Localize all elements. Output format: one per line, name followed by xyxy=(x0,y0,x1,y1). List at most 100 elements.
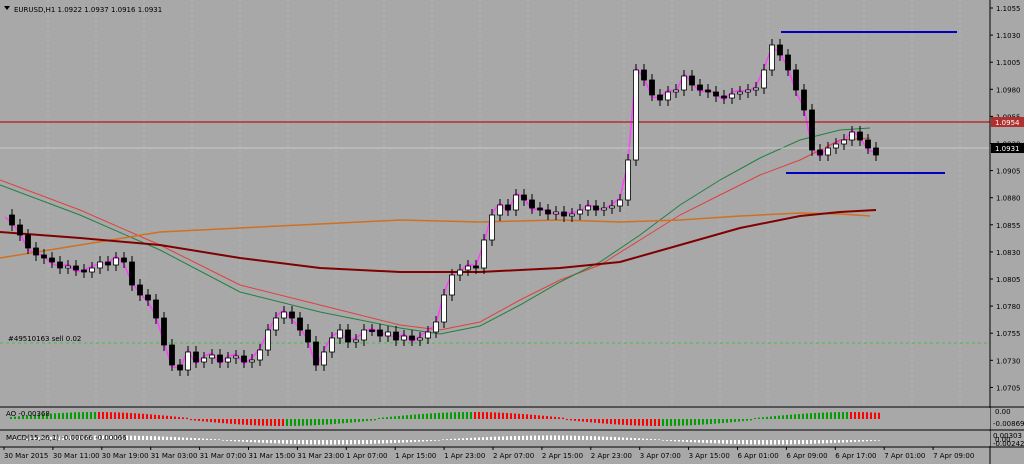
macd-bar xyxy=(562,435,564,440)
macd-bar xyxy=(30,437,32,440)
macd-bar xyxy=(274,440,276,444)
macd-bar xyxy=(778,440,780,445)
macd-bar xyxy=(94,435,96,440)
ao-bar xyxy=(210,419,212,423)
ao-bar xyxy=(482,412,484,419)
ao-bar xyxy=(62,412,64,419)
ao-bar xyxy=(862,412,864,419)
time-tick-label: 30 Mar 19:00 xyxy=(102,452,149,460)
candle-body xyxy=(121,257,127,263)
macd-bar xyxy=(402,440,404,443)
candle-body xyxy=(313,341,319,366)
candle-body xyxy=(217,354,223,363)
candle-body xyxy=(209,354,215,359)
macd-bar xyxy=(530,435,532,440)
ao-scale-top: 0.00 xyxy=(995,408,1011,416)
macd-bar xyxy=(426,440,428,442)
current-price-text: 1.0931 xyxy=(995,145,1020,153)
candle-body xyxy=(33,247,39,256)
candle-body xyxy=(353,339,359,343)
macd-bar xyxy=(770,440,772,445)
ao-bar xyxy=(654,419,656,426)
candle-body xyxy=(321,351,327,366)
ao-bar xyxy=(850,412,852,419)
candle-body xyxy=(617,199,623,207)
macd-bar xyxy=(210,438,212,440)
ao-bar xyxy=(106,412,108,419)
candle-body xyxy=(193,351,199,363)
ao-bar xyxy=(658,419,660,426)
ao-bar xyxy=(398,415,400,419)
candle-body xyxy=(865,139,871,149)
macd-bar xyxy=(862,440,864,442)
candle-body xyxy=(481,239,487,269)
candle-body xyxy=(609,205,615,209)
ao-bar xyxy=(274,419,276,426)
ao-bar xyxy=(866,412,868,419)
ao-bar xyxy=(250,419,252,426)
ao-bar xyxy=(102,412,104,419)
price-plot-area[interactable] xyxy=(0,0,990,406)
ao-bar xyxy=(74,412,76,419)
candle-body xyxy=(169,344,175,366)
ao-bar xyxy=(502,412,504,419)
candle-body xyxy=(281,311,287,319)
macd-bar xyxy=(554,435,556,440)
candle-body xyxy=(377,329,383,337)
macd-bar xyxy=(506,436,508,440)
macd-bar xyxy=(838,440,840,443)
time-tick-label: 7 Apr 09:00 xyxy=(933,452,974,460)
macd-bar xyxy=(462,438,464,440)
macd-scale-bottom: -0.00242 xyxy=(993,440,1024,448)
macd-bar xyxy=(578,435,580,440)
ao-bar xyxy=(738,419,740,422)
ao-bar xyxy=(450,412,452,419)
macd-bar xyxy=(438,440,440,441)
ao-bar xyxy=(526,414,528,419)
green-ma-line xyxy=(0,127,871,335)
candle-body xyxy=(529,199,535,209)
macd-bar xyxy=(114,435,116,440)
price-axis[interactable] xyxy=(990,0,1024,406)
ao-bar xyxy=(546,416,548,419)
time-tick-label: 6 Apr 09:00 xyxy=(786,452,827,460)
price-tick-label: 1.0705 xyxy=(996,384,1021,392)
candle-body xyxy=(305,329,311,343)
macd-bar xyxy=(826,440,828,444)
candle-body xyxy=(425,331,431,339)
macd-bar xyxy=(10,438,12,440)
macd-bar xyxy=(398,440,400,443)
ao-bar xyxy=(622,419,624,425)
ao-bar xyxy=(718,419,720,424)
macd-bar xyxy=(62,436,64,440)
macd-bar xyxy=(582,435,584,440)
candle-body xyxy=(577,209,583,215)
candle-body xyxy=(273,317,279,331)
macd-bar xyxy=(754,440,756,445)
macd-bar xyxy=(186,437,188,440)
order-label[interactable]: #49510163 sell 0.02 xyxy=(8,335,81,343)
ao-bar xyxy=(702,419,704,425)
macd-bar xyxy=(338,440,340,445)
ao-bar xyxy=(178,416,180,419)
candle-body xyxy=(385,331,391,337)
ao-bar xyxy=(754,417,756,419)
time-tick-label: 6 Apr 17:00 xyxy=(835,452,876,460)
ao-bar xyxy=(130,413,132,419)
macd-bar xyxy=(410,440,412,443)
candle-body xyxy=(545,209,551,215)
ao-bar xyxy=(218,419,220,423)
ao-scale-bottom: -0.00869 xyxy=(993,420,1024,428)
ao-bar xyxy=(238,419,240,425)
ao-bar xyxy=(234,419,236,425)
ao-bar xyxy=(438,412,440,419)
macd-bar xyxy=(854,440,856,442)
macd-bar xyxy=(514,436,516,440)
candle-body xyxy=(49,257,55,263)
ao-bar xyxy=(366,419,368,422)
macd-bar xyxy=(358,440,360,445)
ao-bar xyxy=(570,419,572,421)
ao-bar xyxy=(598,419,600,424)
ao-bar xyxy=(442,412,444,419)
